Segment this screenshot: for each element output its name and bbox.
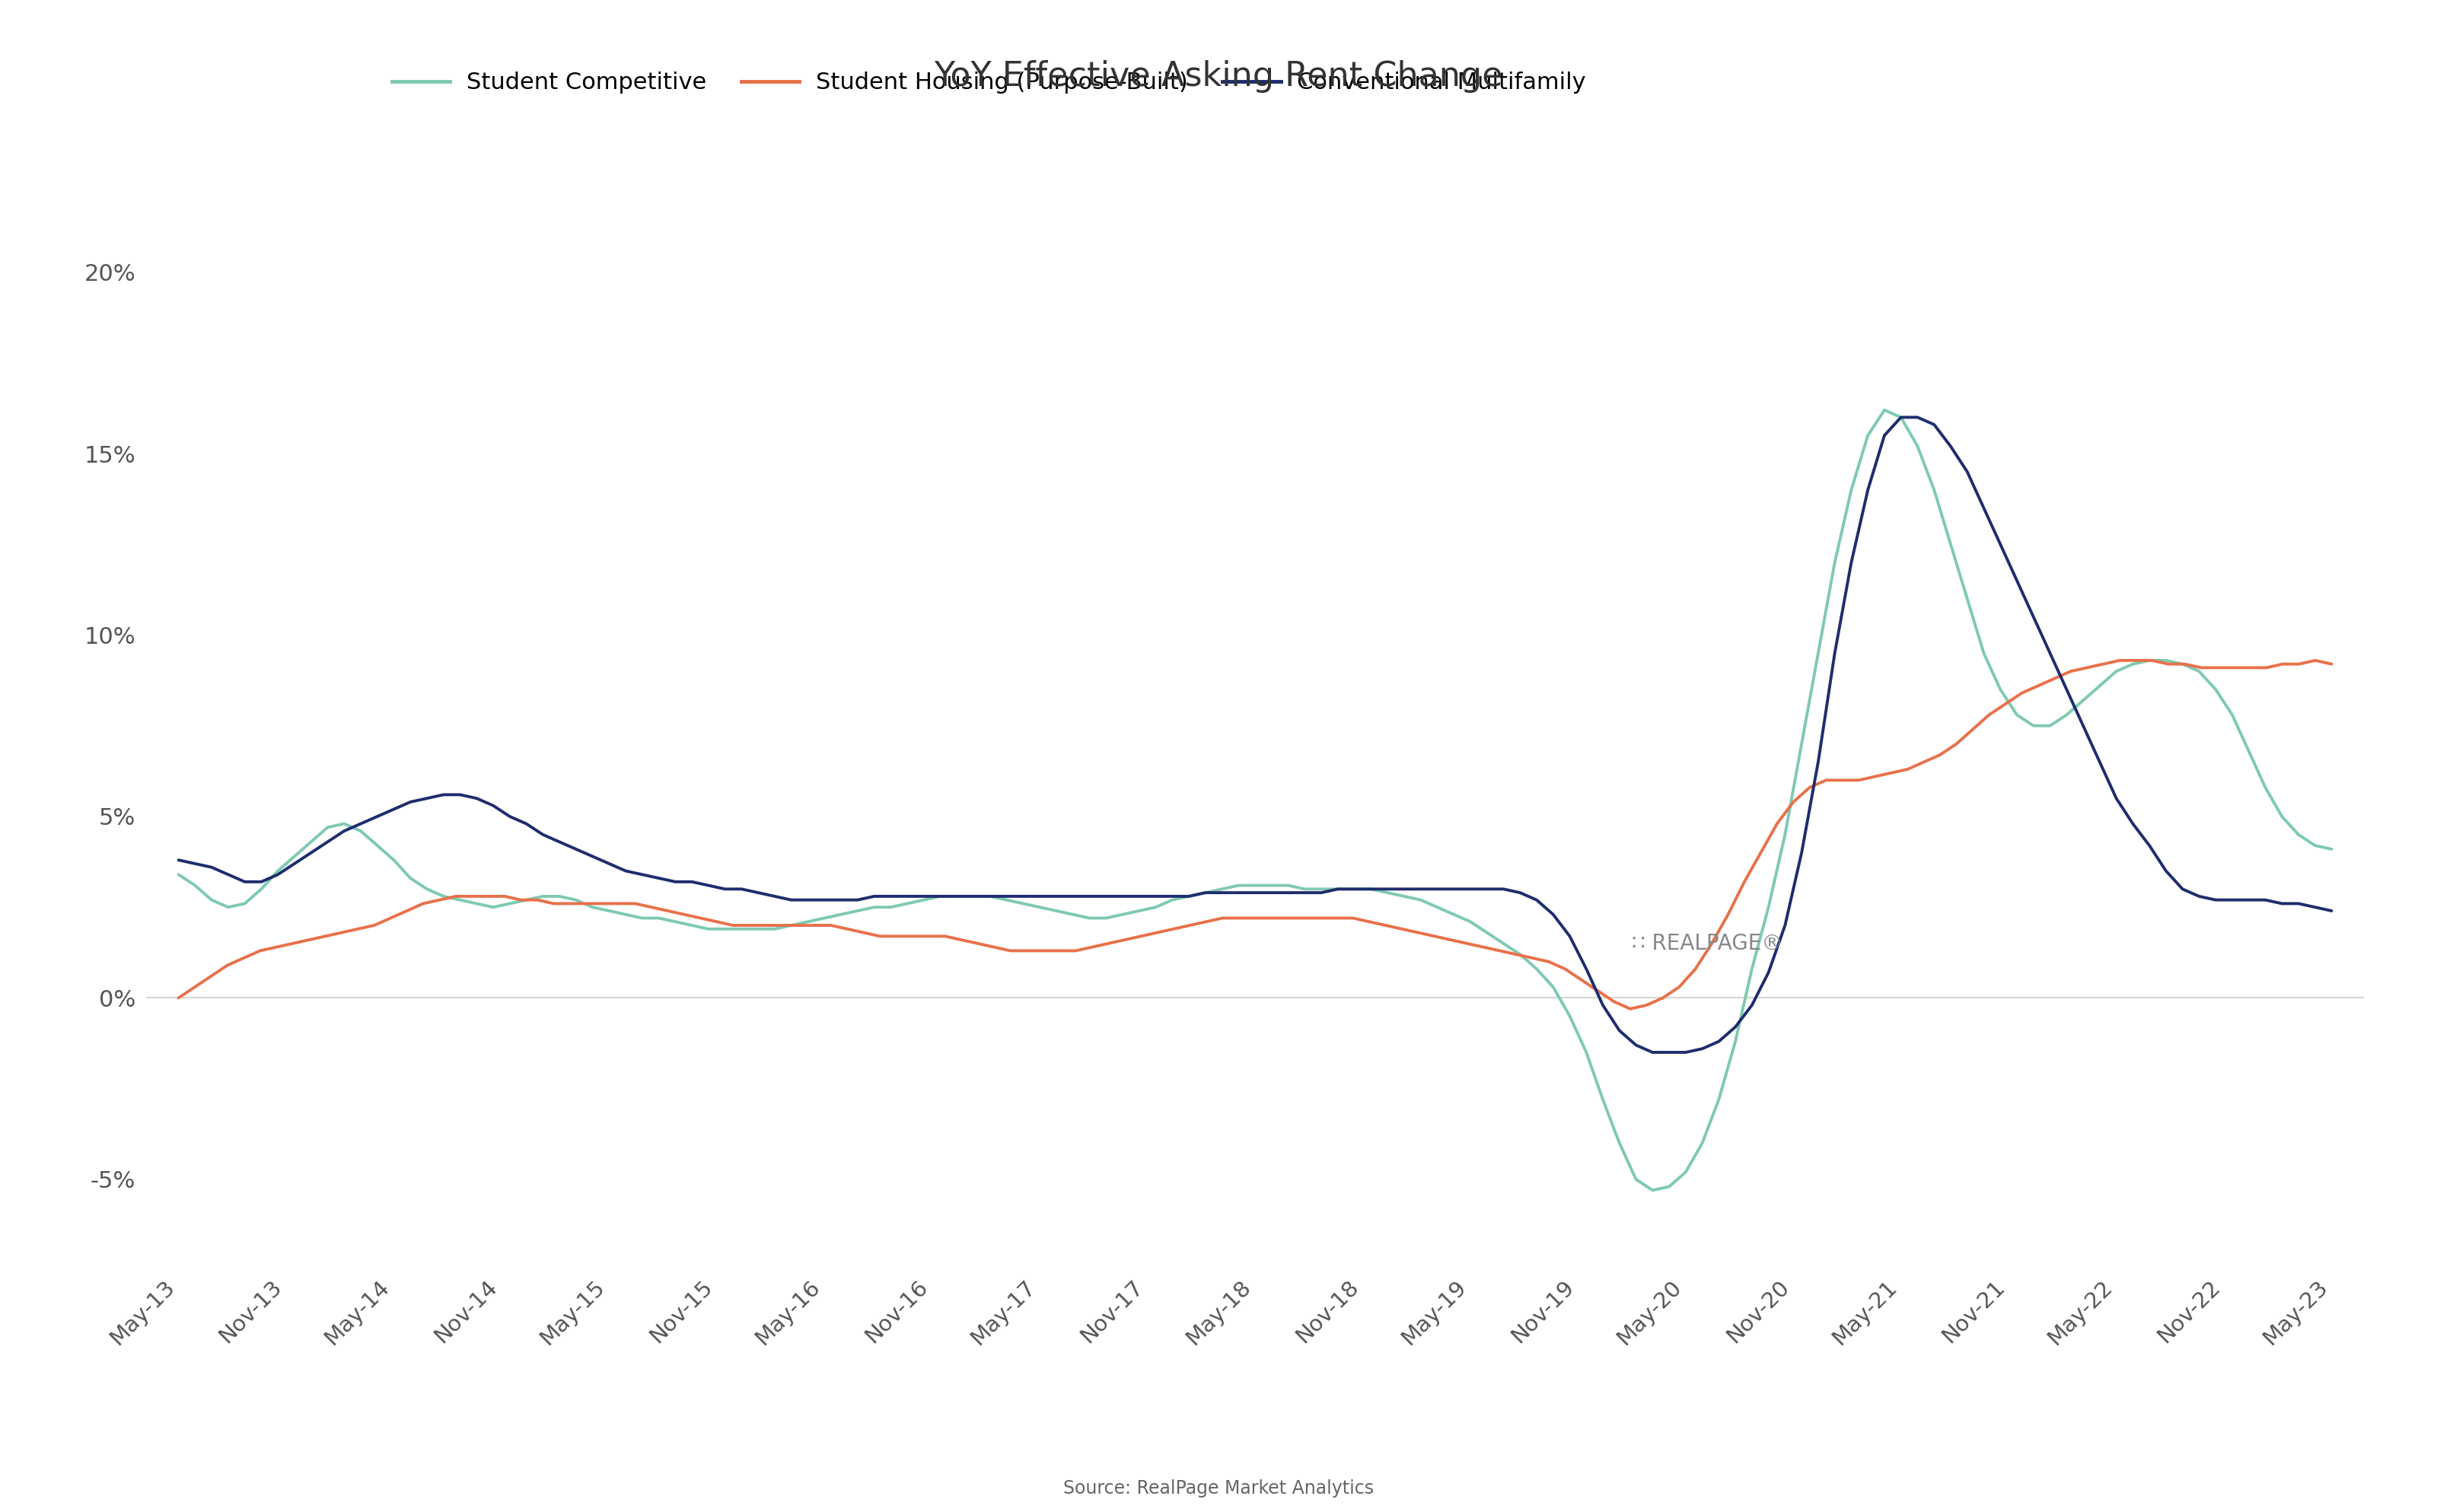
- Text: ∷ REALPAGE®: ∷ REALPAGE®: [1633, 933, 1784, 954]
- Legend: Student Competitive, Student Housing (Purpose-Built), Conventional Multifamily: Student Competitive, Student Housing (Pu…: [383, 62, 1596, 103]
- Text: YoY Effective Asking Rent Change: YoY Effective Asking Rent Change: [933, 60, 1504, 94]
- Text: Source: RealPage Market Analytics: Source: RealPage Market Analytics: [1063, 1479, 1374, 1498]
